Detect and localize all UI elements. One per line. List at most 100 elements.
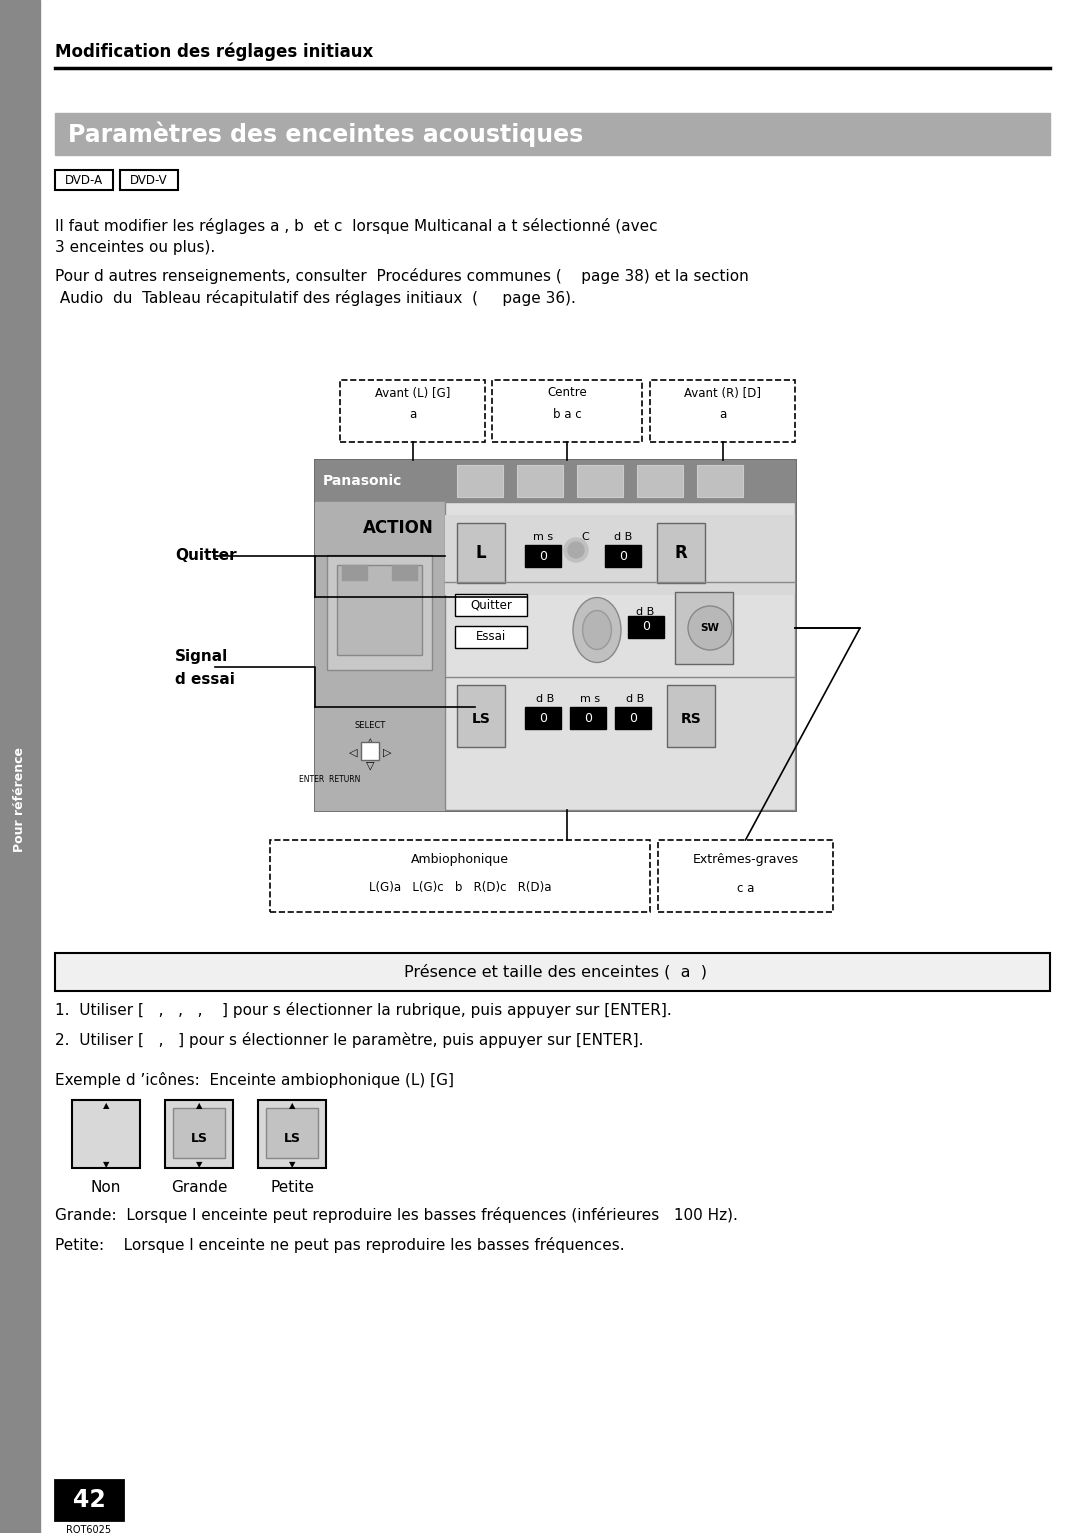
- Text: Exemple d ’icônes:  Enceinte ambiophonique (L) [G]: Exemple d ’icônes: Enceinte ambiophoniqu…: [55, 1072, 454, 1088]
- Text: d B: d B: [613, 532, 632, 543]
- Text: ◁: ◁: [349, 748, 357, 757]
- Bar: [270, 840, 650, 912]
- Bar: [605, 546, 642, 567]
- Text: c a: c a: [737, 881, 754, 894]
- Bar: [455, 625, 527, 648]
- Ellipse shape: [573, 598, 621, 662]
- Text: Avant (R) [D]: Avant (R) [D]: [684, 386, 761, 400]
- Text: 0: 0: [584, 711, 592, 725]
- Text: 0: 0: [539, 711, 546, 725]
- Ellipse shape: [582, 610, 611, 650]
- Bar: [658, 840, 833, 912]
- Bar: [340, 380, 485, 442]
- Text: Signal: Signal: [175, 650, 228, 664]
- Text: C: C: [581, 532, 589, 543]
- Text: 0: 0: [642, 621, 650, 633]
- Text: 0: 0: [619, 549, 627, 563]
- Text: ACTION: ACTION: [363, 520, 434, 537]
- Bar: [457, 685, 505, 747]
- Bar: [445, 501, 795, 809]
- Text: Essai: Essai: [476, 630, 507, 644]
- Bar: [55, 170, 113, 190]
- Bar: [457, 523, 505, 583]
- Bar: [392, 566, 417, 579]
- Bar: [55, 113, 1050, 155]
- Circle shape: [564, 538, 588, 563]
- Text: LS: LS: [283, 1133, 300, 1145]
- Text: Ambiophonique: Ambiophonique: [411, 854, 509, 866]
- Text: Extrêmes-graves: Extrêmes-graves: [692, 854, 798, 866]
- Bar: [455, 593, 527, 616]
- Text: Il faut modifier les réglages a , b  et c  lorsque Multicanal a t sélectionné (a: Il faut modifier les réglages a , b et c…: [55, 218, 658, 235]
- Bar: [315, 460, 795, 501]
- Text: Avant (L) [G]: Avant (L) [G]: [375, 386, 450, 400]
- Bar: [492, 380, 642, 442]
- Bar: [173, 1108, 225, 1157]
- Bar: [315, 460, 795, 809]
- Bar: [525, 707, 561, 730]
- Text: Grande:  Lorsque l enceinte peut reproduire les basses fréquences (inférieures  : Grande: Lorsque l enceinte peut reprodui…: [55, 1206, 738, 1223]
- Text: Pour référence: Pour référence: [13, 748, 27, 852]
- Text: L(G)a   L(G)c   b   R(D)c   R(D)a: L(G)a L(G)c b R(D)c R(D)a: [368, 881, 551, 894]
- Text: Centre: Centre: [548, 386, 586, 400]
- Text: Audio  du  Tableau récapitulatif des réglages initiaux  (     page 36).: Audio du Tableau récapitulatif des régla…: [55, 290, 576, 307]
- Text: ▼: ▼: [103, 1160, 109, 1170]
- Text: a: a: [719, 408, 726, 422]
- Bar: [165, 1101, 233, 1168]
- Text: 0: 0: [629, 711, 637, 725]
- Text: ▼: ▼: [195, 1160, 202, 1170]
- Circle shape: [688, 606, 732, 650]
- Bar: [72, 1101, 140, 1168]
- Text: LS: LS: [190, 1133, 207, 1145]
- Text: ▽: ▽: [366, 760, 375, 770]
- Text: ENTER  RETURN: ENTER RETURN: [299, 776, 361, 785]
- Circle shape: [568, 543, 584, 558]
- Bar: [615, 707, 651, 730]
- Text: Présence et taille des enceintes (  a  ): Présence et taille des enceintes ( a ): [404, 964, 706, 980]
- Bar: [457, 464, 503, 497]
- Text: Paramètres des enceintes acoustiques: Paramètres des enceintes acoustiques: [68, 121, 583, 147]
- Text: 42: 42: [72, 1489, 106, 1512]
- Text: 2.  Utiliser [   ,   ] pour s électionner le paramètre, puis appuyer sur [ENTER]: 2. Utiliser [ , ] pour s électionner le …: [55, 1032, 644, 1049]
- Bar: [327, 555, 432, 670]
- Bar: [55, 954, 1050, 990]
- Text: d B: d B: [536, 694, 554, 704]
- Text: Quitter: Quitter: [175, 549, 237, 564]
- Text: Quitter: Quitter: [470, 598, 512, 612]
- Text: L: L: [475, 544, 486, 563]
- Text: Grande: Grande: [171, 1180, 227, 1196]
- Bar: [337, 566, 422, 655]
- Text: RS: RS: [680, 713, 701, 727]
- Text: DVD-A: DVD-A: [65, 173, 103, 187]
- Text: ▲: ▲: [288, 1102, 295, 1110]
- Bar: [266, 1108, 318, 1157]
- Text: Panasonic: Panasonic: [323, 474, 403, 487]
- Bar: [0, 0, 40, 1533]
- Bar: [342, 566, 367, 579]
- Bar: [55, 1479, 123, 1521]
- Bar: [517, 464, 563, 497]
- Text: a: a: [409, 408, 416, 422]
- Text: d B: d B: [626, 694, 644, 704]
- Text: SELECT: SELECT: [354, 721, 386, 730]
- Bar: [697, 464, 743, 497]
- Bar: [637, 464, 683, 497]
- Text: LS: LS: [472, 713, 490, 727]
- Text: SW: SW: [701, 622, 719, 633]
- Bar: [361, 742, 379, 760]
- Text: d essai: d essai: [175, 671, 234, 687]
- Text: Petite:    Lorsque l enceinte ne peut pas reproduire les basses fréquences.: Petite: Lorsque l enceinte ne peut pas r…: [55, 1237, 624, 1252]
- Bar: [667, 685, 715, 747]
- Bar: [650, 380, 795, 442]
- Text: R: R: [675, 544, 687, 563]
- Text: ▼: ▼: [288, 1160, 295, 1170]
- Text: Non: Non: [91, 1180, 121, 1196]
- Text: ▲: ▲: [195, 1102, 202, 1110]
- Bar: [315, 501, 445, 809]
- Text: 0: 0: [539, 549, 546, 563]
- Text: 1.  Utiliser [   ,   ,   ,    ] pour s électionner la rubrique, puis appuyer sur: 1. Utiliser [ , , , ] pour s électionner…: [55, 1003, 672, 1018]
- Text: 3 enceintes ou plus).: 3 enceintes ou plus).: [55, 241, 215, 254]
- Text: △: △: [366, 737, 375, 747]
- Text: ▲: ▲: [103, 1102, 109, 1110]
- Bar: [627, 616, 664, 638]
